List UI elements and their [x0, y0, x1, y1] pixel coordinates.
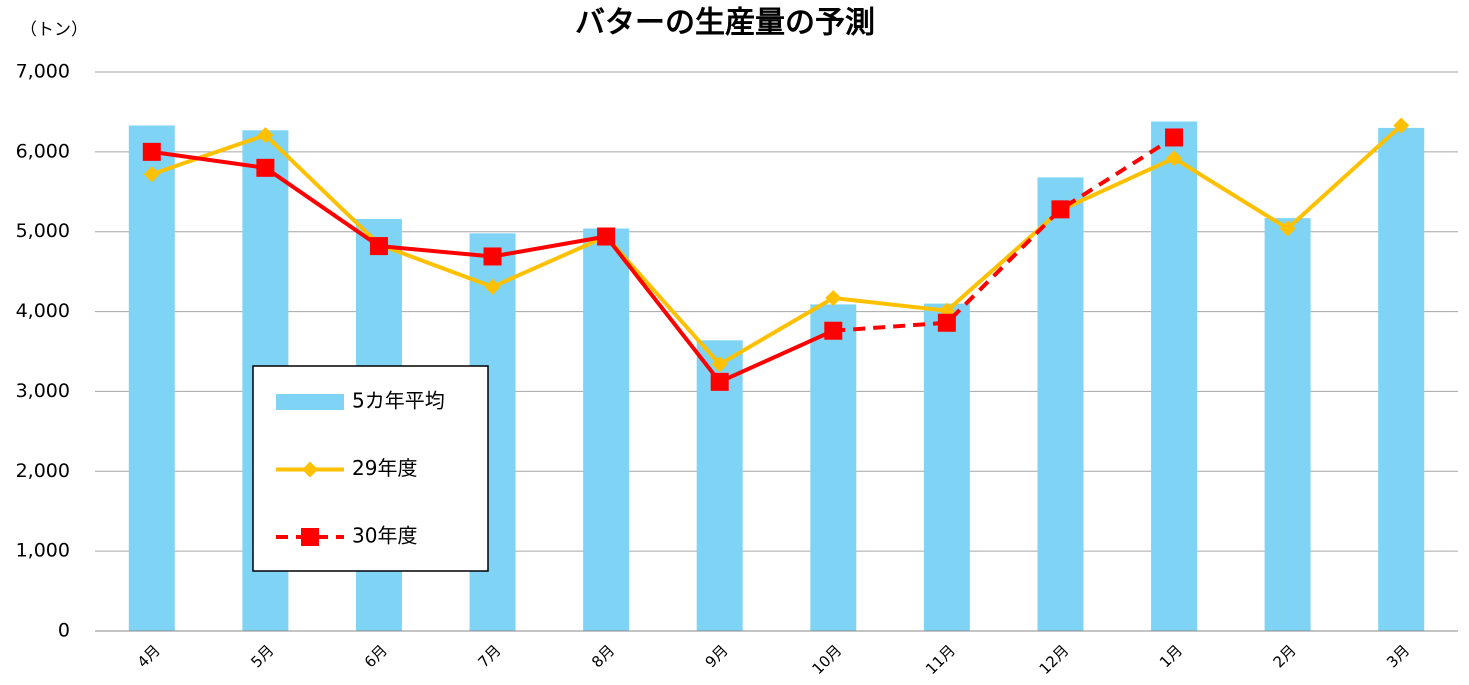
- y-tick-label: 2,000: [16, 460, 70, 482]
- legend-label: 29年度: [352, 456, 417, 480]
- marker: [484, 278, 501, 295]
- x-tick-label: 5月: [247, 641, 277, 671]
- y-tick-label: 0: [58, 620, 70, 642]
- legend-label: 30年度: [352, 524, 417, 548]
- marker: [597, 227, 616, 246]
- marker: [369, 237, 388, 256]
- marker: [257, 127, 274, 144]
- bar: [1037, 177, 1084, 631]
- x-tick-label: 8月: [588, 641, 618, 671]
- marker: [142, 142, 161, 161]
- marker: [1393, 117, 1410, 134]
- y-tick-label: 1,000: [16, 540, 70, 562]
- series-line: [833, 135, 1176, 333]
- legend-label: 5カ年平均: [352, 389, 445, 413]
- legend: 5カ年平均 29年度 30年度: [252, 365, 489, 572]
- y-tick-label: 3,000: [16, 380, 70, 402]
- marker: [711, 356, 728, 373]
- marker: [824, 321, 843, 340]
- bar: [1378, 127, 1425, 632]
- x-tick-label: 2月: [1270, 641, 1300, 671]
- chart-title: バターの生産量の予測: [575, 6, 875, 41]
- bar: [583, 228, 630, 631]
- bar: [1151, 121, 1198, 632]
- x-tick-label: 1月: [1156, 641, 1186, 671]
- marker: [1279, 220, 1296, 237]
- legend-marker: [301, 528, 319, 546]
- series-line: [151, 124, 1403, 367]
- legend-swatch: [276, 394, 344, 410]
- x-tick-label: 9月: [702, 641, 732, 671]
- marker: [1166, 150, 1183, 167]
- marker: [1165, 128, 1184, 147]
- legend-marker: [302, 461, 318, 478]
- x-tick-label: 12月: [1036, 641, 1073, 678]
- x-tick-label: 10月: [808, 641, 845, 678]
- marker: [256, 158, 275, 177]
- bar: [128, 125, 175, 632]
- x-tick-label: 6月: [361, 641, 391, 671]
- x-tick-label: 11月: [922, 641, 959, 678]
- marker: [937, 313, 956, 332]
- y-tick-label: 5,000: [16, 220, 70, 242]
- marker: [483, 247, 502, 266]
- marker: [825, 289, 842, 306]
- y-tick-label: 7,000: [16, 61, 70, 83]
- y-tick-label: 4,000: [16, 300, 70, 322]
- bar: [1264, 218, 1311, 632]
- y-tick-label: 6,000: [16, 140, 70, 162]
- bar: [923, 303, 970, 631]
- marker: [1051, 200, 1070, 219]
- marker: [710, 372, 729, 391]
- x-tick-label: 3月: [1383, 641, 1413, 671]
- x-tick-label: 7月: [474, 641, 504, 671]
- y-unit: （トン）: [20, 20, 88, 40]
- marker: [143, 166, 160, 183]
- bar: [810, 304, 857, 631]
- x-tick-label: 4月: [134, 641, 164, 671]
